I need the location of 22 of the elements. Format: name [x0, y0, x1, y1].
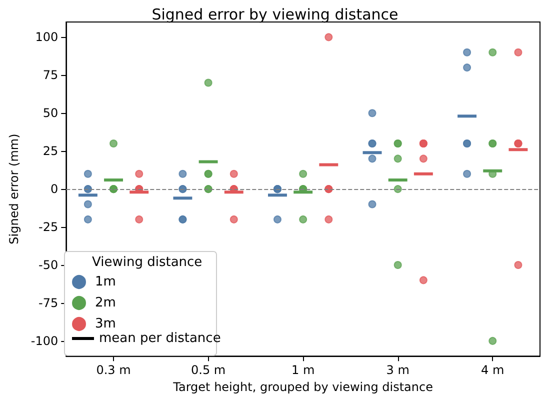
y-tick-label: -75 [38, 296, 58, 310]
legend-label: 1m [95, 274, 116, 290]
y-tick-label: 25 [42, 144, 58, 158]
y-tick-label: 75 [42, 68, 58, 82]
legend-label: 2m [95, 296, 116, 310]
x-tick-label: 1 m [291, 363, 315, 378]
x-tick-label: 0.5 m [190, 363, 226, 378]
x-axis-title: Target height, grouped by viewing distance [172, 380, 434, 394]
y-tick-label: 0 [50, 182, 58, 196]
x-tick-label: 3 m [386, 363, 410, 378]
legend-title: Viewing distance [92, 255, 202, 270]
legend-label: 3m [95, 316, 116, 332]
y-tick-label: -100 [30, 334, 58, 348]
annotation: mean per distance [99, 331, 221, 346]
y-tick-label: -50 [38, 258, 58, 272]
x-tick-label: 0.3 m [96, 363, 131, 378]
y-tick-label: 100 [35, 30, 58, 44]
chart-title: Signed error by viewing distance [152, 6, 398, 24]
x-tick-label: 4 m [481, 363, 504, 378]
y-axis-title: Signed error (mm) [7, 134, 21, 244]
y-tick-label: 50 [42, 106, 58, 120]
y-tick-label: -25 [38, 220, 58, 234]
